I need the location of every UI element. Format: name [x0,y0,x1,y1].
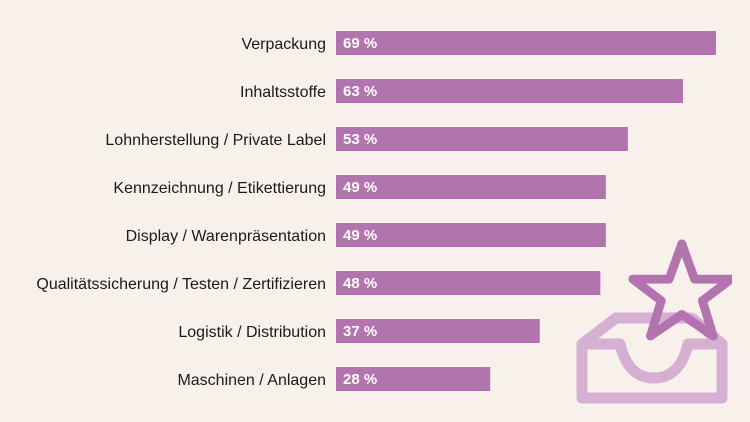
bar-row: Kennzeichnung / Etikettierung 49 % [113,175,606,199]
bar-row: Logistik / Distribution 37 % [178,319,540,343]
value-label: 37 % [343,323,377,340]
value-label: 63 % [343,83,377,100]
bar-row: Lohnherstellung / Private Label 53 % [105,127,628,151]
category-label: Display / Warenpräsentation [126,228,326,245]
category-label: Logistik / Distribution [178,324,326,341]
value-label: 53 % [343,131,377,148]
value-label: 28 % [343,371,377,388]
bar [336,319,540,343]
bar [336,79,683,103]
star-icon [628,239,732,341]
category-label: Kennzeichnung / Etikettierung [113,180,326,197]
category-label: Verpackung [241,36,326,53]
bar [336,175,606,199]
bar [336,367,491,391]
bar-row: Maschinen / Anlagen 28 % [177,367,491,391]
bar [336,31,716,55]
value-label: 49 % [343,227,377,244]
bar-row: Inhaltsstoffe 63 % [240,79,683,103]
value-label: 69 % [343,35,377,52]
category-label: Maschinen / Anlagen [177,372,326,389]
bar-row: Display / Warenpräsentation 49 % [126,223,606,247]
category-label: Qualitätssicherung / Testen / Zertifizie… [36,276,326,293]
bar-row: Verpackung 69 % [241,31,716,55]
value-label: 48 % [343,275,377,292]
bar [336,223,606,247]
bar-row: Qualitätssicherung / Testen / Zertifizie… [36,271,601,295]
category-label: Lohnherstellung / Private Label [105,132,326,149]
tray-with-star-icon [576,239,732,404]
bar [336,127,628,151]
category-label: Inhaltsstoffe [240,84,326,101]
value-label: 49 % [343,179,377,196]
bar [336,271,601,295]
